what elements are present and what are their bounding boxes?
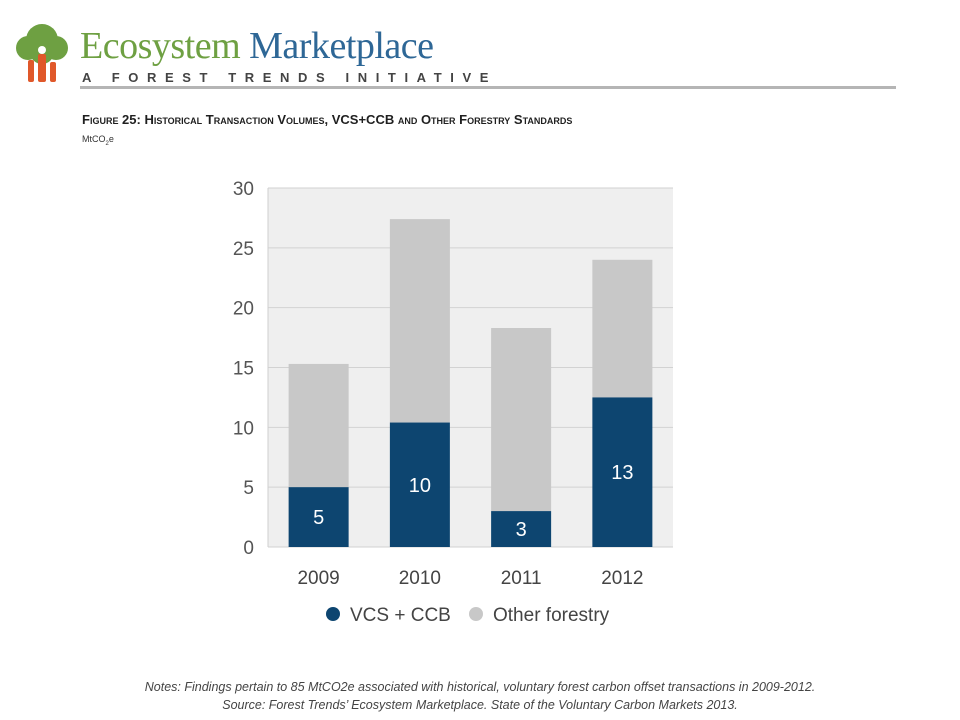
- y-tick-label: 10: [233, 418, 254, 439]
- source-line: Source: Forest Trends’ Ecosystem Marketp…: [222, 698, 738, 712]
- brand-name-part1: Ecosystem: [80, 25, 241, 67]
- bar-other-forestry: [592, 259, 653, 398]
- tree-knot: [38, 46, 46, 54]
- x-tick-label: 2011: [501, 568, 542, 589]
- brand-name: Ecosystem Marketplace: [80, 24, 434, 68]
- y-tick-label: 30: [233, 179, 254, 200]
- legend-label-other-forestry: Other forestry: [493, 605, 610, 626]
- bar-other-forestry: [491, 328, 552, 512]
- brand-tagline: A FOREST TRENDS INITIATIVE: [82, 70, 497, 85]
- y-tick-label: 0: [243, 538, 254, 559]
- data-label: 3: [516, 519, 527, 541]
- x-tick-label: 2012: [601, 568, 643, 589]
- legend-swatch-vcs-ccb: [326, 607, 340, 621]
- bar-vcs-ccb: [389, 422, 450, 547]
- y-tick-label: 5: [243, 478, 254, 499]
- tree-icon: [16, 24, 68, 82]
- bar-vcs-ccb: [592, 397, 653, 547]
- bar-vcs-ccb: [491, 511, 552, 547]
- unit-suffix: e: [108, 134, 114, 144]
- tree-trunk: [28, 54, 56, 82]
- bar-vcs-ccb: [288, 487, 349, 547]
- unit-prefix: MtCO: [82, 134, 106, 144]
- x-tick-label: 2009: [297, 568, 339, 589]
- data-label: 13: [611, 462, 633, 484]
- header-divider: [80, 86, 896, 89]
- data-label: 5: [313, 507, 324, 529]
- bar-other-forestry: [389, 219, 450, 423]
- bar-chart: 0 5 10 15 20 25 30 5 2009 10 2010 3 2011 13 2012 VCS + …: [233, 179, 673, 626]
- notes-line: Notes: Findings pertain to 85 MtCO2e ass…: [144, 680, 816, 694]
- figure-notes: Notes: Findings pertain to 85 MtCO2e ass…: [0, 678, 960, 714]
- y-tick-label: 15: [233, 359, 254, 380]
- data-label: 10: [409, 475, 431, 497]
- y-tick-label: 20: [233, 299, 254, 320]
- figure-unit: MtCO2e: [82, 133, 114, 150]
- y-tick-label: 25: [233, 239, 254, 260]
- x-tick-label: 2010: [399, 568, 441, 589]
- unit-subscript: 2: [105, 140, 109, 147]
- brand-name-part2: Marketplace: [240, 25, 434, 67]
- figure-title: Figure 25: Historical Transaction Volume…: [82, 112, 573, 127]
- legend-swatch-other-forestry: [469, 607, 483, 621]
- bar-other-forestry: [288, 363, 349, 488]
- legend-label-vcs-ccb: VCS + CCB: [350, 605, 451, 626]
